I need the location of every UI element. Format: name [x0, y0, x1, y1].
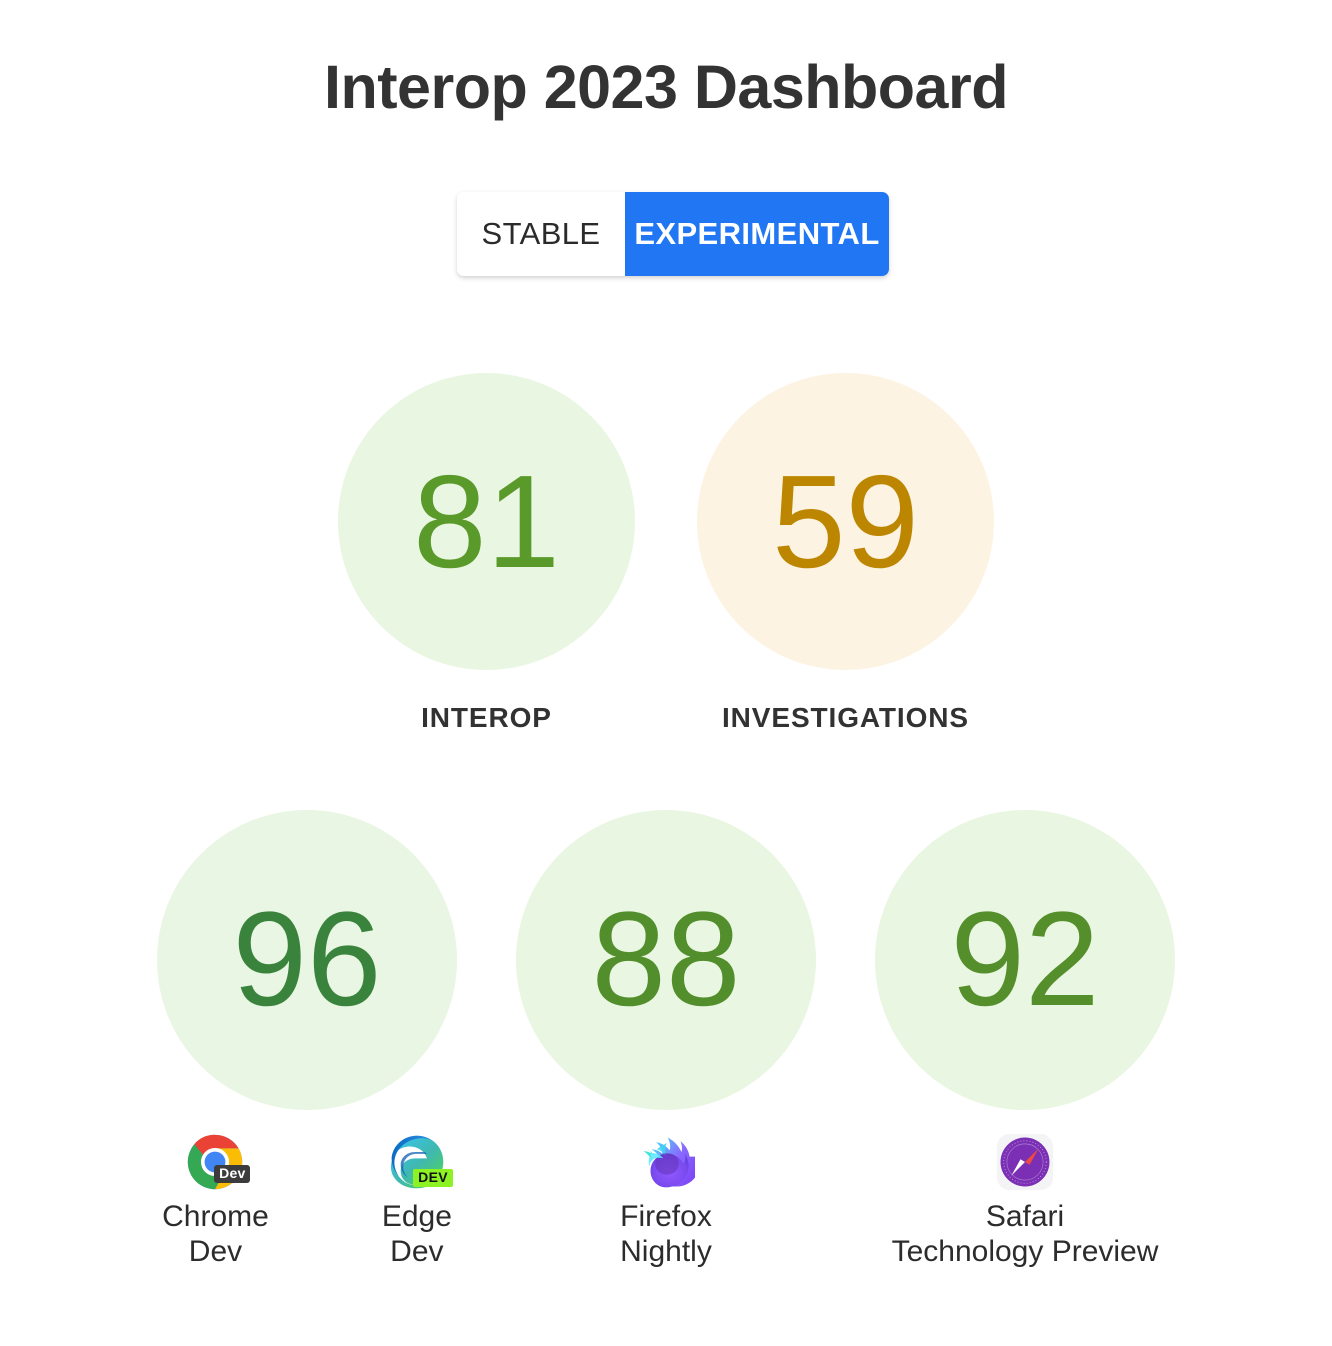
browser-name-edge-dev: Edge Dev	[381, 1200, 452, 1268]
browser-icon-group-safari: Safari Technology Preview	[875, 1133, 1175, 1269]
browser-name-firefox-nightly: Firefox Nightly	[620, 1200, 712, 1268]
browser-entry-edge-dev[interactable]: DEV Edge Dev	[381, 1133, 453, 1269]
page-title: Interop 2023 Dashboard	[324, 53, 1008, 121]
browser-scores-row: 96 Dev Chrome Dev	[0, 810, 1332, 1269]
summary-card-interop[interactable]: 81 INTEROP	[338, 373, 635, 734]
browser-card-safari[interactable]: 92 Safari Technology Preview	[875, 810, 1175, 1269]
chrome-icon: Dev	[186, 1133, 251, 1191]
browser-entry-firefox-nightly[interactable]: Firefox Nightly	[620, 1133, 712, 1269]
browser-entry-chrome-dev[interactable]: Dev Chrome Dev	[162, 1133, 269, 1269]
toggle-experimental-button[interactable]: EXPERIMENTAL	[625, 192, 889, 276]
summary-label-interop: INTEROP	[421, 702, 552, 733]
browser-card-chrome-edge[interactable]: 96 Dev Chrome Dev	[157, 810, 457, 1269]
browser-icon-group-firefox: Firefox Nightly	[516, 1133, 816, 1269]
score-circle-investigations: 59	[697, 373, 994, 670]
toggle-stable-button[interactable]: STABLE	[457, 192, 625, 276]
edge-dev-badge: DEV	[413, 1168, 453, 1187]
score-circle-interop: 81	[338, 373, 635, 670]
summary-card-investigations[interactable]: 59 INVESTIGATIONS	[697, 373, 994, 734]
browser-icon-group-chrome-edge: Dev Chrome Dev	[157, 1133, 457, 1269]
score-circle-safari: 92	[875, 810, 1175, 1110]
chrome-dev-badge: Dev	[214, 1164, 251, 1183]
browser-name-safari-tp: Safari Technology Preview	[891, 1200, 1159, 1268]
browser-card-firefox[interactable]: 88	[516, 810, 816, 1269]
summary-scores-row: 81 INTEROP 59 INVESTIGATIONS	[0, 373, 1332, 734]
browser-name-chrome-dev: Chrome Dev	[162, 1200, 269, 1268]
score-circle-firefox: 88	[516, 810, 816, 1110]
channel-toggle-group[interactable]: STABLE EXPERIMENTAL	[457, 192, 889, 276]
safari-icon	[996, 1133, 1054, 1191]
score-circle-chrome-edge: 96	[157, 810, 457, 1110]
summary-label-investigations: INVESTIGATIONS	[722, 702, 969, 733]
edge-icon: DEV	[388, 1133, 453, 1191]
firefox-icon	[637, 1133, 700, 1191]
browser-entry-safari-tp[interactable]: Safari Technology Preview	[891, 1133, 1159, 1269]
